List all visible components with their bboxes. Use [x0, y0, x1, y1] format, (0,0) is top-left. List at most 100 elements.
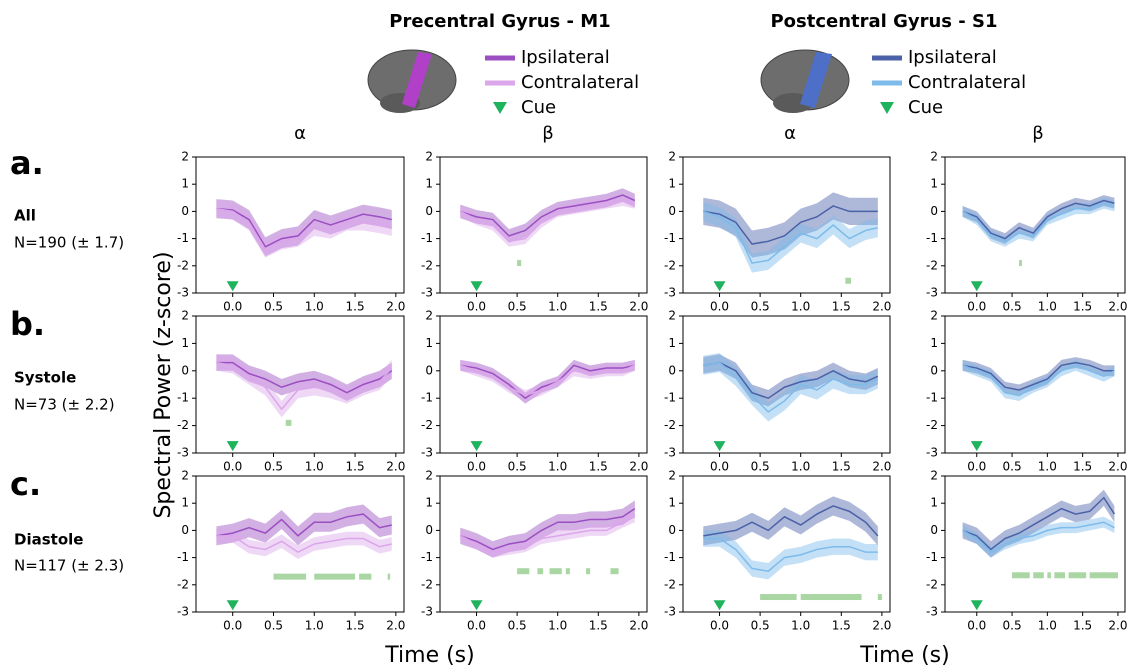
cue-marker [714, 600, 726, 610]
x-tick-label: 0.5 [1003, 619, 1022, 633]
brain-icon-m1 [368, 50, 456, 113]
y-tick-label: 2 [181, 309, 189, 323]
cue-marker [471, 600, 483, 610]
row-n: N=190 (± 1.7) [14, 234, 124, 252]
x-tick-label: 0.5 [751, 460, 770, 474]
y-tick-label: 1 [425, 177, 433, 191]
x-tick-label: 0.0 [223, 460, 242, 474]
row-n: N=117 (± 2.3) [14, 557, 124, 575]
region-title: Postcentral Gyrus - S1 [770, 11, 997, 32]
significance-bar [801, 594, 862, 600]
column-header: α [784, 123, 796, 144]
legend-label: Ipsilateral [908, 47, 997, 68]
x-tick-label: 0.0 [467, 300, 486, 314]
y-tick-label: 1 [425, 336, 433, 350]
y-tick-label: -3 [664, 286, 676, 300]
y-tick-label: -2 [421, 577, 433, 591]
significance-bar [273, 574, 306, 580]
row-letter: a. [10, 144, 44, 182]
significance-bar [314, 574, 355, 580]
cue-marker [471, 441, 483, 451]
x-tick-label: 1.5 [346, 460, 365, 474]
y-tick-label: 2 [930, 150, 938, 164]
y-tick-label: 1 [930, 336, 938, 350]
plot-frame [945, 157, 1125, 293]
y-tick-label: -3 [421, 446, 433, 460]
y-tick-label: -3 [926, 446, 938, 460]
x-tick-label: 0.0 [223, 619, 242, 633]
y-tick-label: -2 [177, 577, 189, 591]
x-tick-label: 1.0 [791, 619, 810, 633]
y-tick-label: 2 [181, 469, 189, 483]
cue-marker [971, 600, 983, 610]
y-tick-label: 2 [425, 150, 433, 164]
significance-bar [388, 574, 390, 580]
x-tick-label: 2.0 [872, 300, 891, 314]
row-n: N=73 (± 2.2) [14, 396, 115, 414]
significance-bar [537, 568, 543, 574]
x-tick-label: 2.0 [1108, 460, 1127, 474]
figure: Precentral Gyrus - M1 Postcentral Gyrus … [0, 0, 1137, 669]
y-tick-label: 0 [181, 204, 189, 218]
y-tick-label: 2 [668, 469, 676, 483]
x-tick-label: 2.0 [1108, 619, 1127, 633]
x-tick-label: 1.5 [346, 300, 365, 314]
y-tick-label: -3 [177, 605, 189, 619]
x-tick-label: 2.0 [386, 619, 405, 633]
cue-marker [471, 281, 483, 291]
y-tick-label: -1 [177, 391, 189, 405]
y-tick-label: 2 [930, 309, 938, 323]
y-tick-label: -3 [421, 605, 433, 619]
y-tick-label: -1 [926, 391, 938, 405]
y-tick-label: 0 [425, 204, 433, 218]
row-letter: b. [10, 305, 45, 343]
legend-swatch [493, 102, 507, 114]
y-tick-label: -2 [926, 258, 938, 272]
x-tick-label: 0.5 [264, 300, 283, 314]
x-tick-label: 0.5 [264, 460, 283, 474]
y-tick-label: -1 [664, 231, 676, 245]
legend-label: Contralateral [521, 72, 639, 93]
y-tick-label: 0 [181, 363, 189, 377]
x-tick-label: 1.0 [305, 300, 324, 314]
legend-label: Contralateral [908, 72, 1026, 93]
significance-bar [1069, 572, 1087, 578]
row-name: Systole [14, 369, 76, 387]
x-tick-label: 0.5 [508, 300, 527, 314]
cue-marker [714, 441, 726, 451]
y-tick-label: -2 [664, 258, 676, 272]
x-tick-label: 1.5 [346, 619, 365, 633]
x-axis-label: Time (s) [859, 643, 949, 668]
x-tick-label: 2.0 [386, 460, 405, 474]
x-tick-label: 2.0 [629, 619, 648, 633]
y-tick-label: -1 [926, 231, 938, 245]
y-tick-label: -1 [664, 391, 676, 405]
x-tick-label: 2.0 [872, 460, 891, 474]
y-tick-label: -1 [177, 550, 189, 564]
y-tick-label: 0 [425, 523, 433, 537]
y-tick-label: -2 [177, 418, 189, 432]
x-axis-label: Time (s) [384, 643, 474, 668]
y-tick-label: -3 [926, 605, 938, 619]
legend-label: Cue [908, 97, 943, 118]
x-tick-label: 0.5 [508, 619, 527, 633]
y-tick-label: -3 [421, 286, 433, 300]
x-tick-label: 0.0 [710, 300, 729, 314]
y-tick-label: -2 [421, 418, 433, 432]
y-tick-label: 0 [668, 523, 676, 537]
error-band [703, 530, 878, 579]
x-tick-label: 0.5 [508, 460, 527, 474]
y-tick-label: 0 [668, 363, 676, 377]
y-tick-label: -1 [421, 550, 433, 564]
x-tick-label: 1.5 [832, 460, 851, 474]
cue-marker [227, 600, 239, 610]
y-tick-label: 1 [425, 496, 433, 510]
error-band [703, 353, 878, 422]
y-tick-label: -1 [664, 550, 676, 564]
x-tick-label: 1.0 [1038, 300, 1057, 314]
cue-marker [227, 281, 239, 291]
y-tick-label: -3 [926, 286, 938, 300]
y-tick-label: -2 [664, 577, 676, 591]
error-band [963, 195, 1115, 244]
x-tick-label: 1.5 [589, 300, 608, 314]
